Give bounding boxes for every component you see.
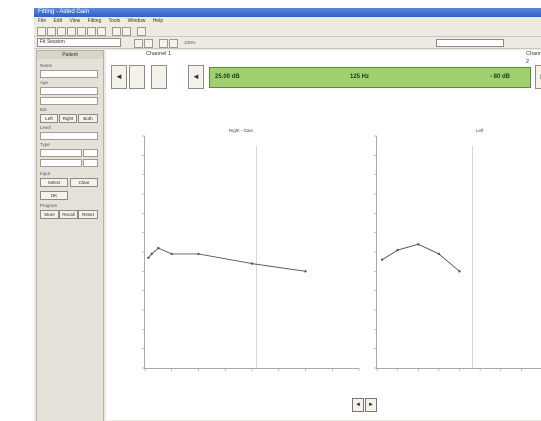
main-toolbar [34, 25, 541, 37]
data-point [437, 252, 441, 256]
data-point [417, 243, 420, 246]
recall-button[interactable]: Recall [59, 210, 78, 219]
left-button[interactable]: Left [40, 114, 58, 123]
plot-2-title: Left [476, 128, 484, 133]
zoom-in-icon[interactable] [134, 39, 143, 48]
fitting-area: Channel 1 Channel 2 ◄ ◄ ► 25.00 dB 125 H… [106, 50, 541, 420]
new-icon[interactable] [37, 27, 46, 36]
channel-up-button[interactable] [151, 65, 167, 89]
label-input: Input [40, 171, 51, 176]
data-point [380, 258, 384, 261]
chart-icon[interactable] [159, 39, 168, 48]
type-field[interactable] [40, 149, 82, 157]
label-level: Level [40, 125, 51, 130]
redo-icon[interactable] [122, 27, 131, 36]
copy-icon[interactable] [87, 27, 96, 36]
data-point [170, 252, 173, 256]
display-left-value: 25.00 dB [215, 74, 240, 80]
window-title: Fitting - Aided Gain [34, 8, 541, 17]
name-field[interactable] [40, 70, 98, 78]
data-point [458, 270, 461, 273]
prev-channel-button[interactable]: ◄ [111, 65, 127, 89]
plot-1-svg [142, 135, 360, 371]
data-point [150, 252, 153, 256]
session-combo[interactable]: Fit Session [37, 38, 121, 47]
prev-band-button[interactable]: ◄ [188, 65, 204, 89]
gain-plot-1[interactable] [142, 135, 360, 371]
paste-icon[interactable] [97, 27, 106, 36]
secondary-toolbar: Fit Session 100% [34, 36, 541, 49]
menu-bar: File Edit View Fitting Tools Window Help [34, 17, 541, 25]
data-point [147, 256, 150, 259]
type-spinner[interactable] [83, 149, 98, 157]
data-point [197, 252, 200, 256]
open-icon[interactable] [47, 27, 56, 36]
data-point [396, 248, 399, 252]
right-button[interactable]: Right [59, 114, 77, 123]
clear-button[interactable]: Clear [70, 178, 98, 187]
next-band-button[interactable]: ► [535, 65, 541, 89]
save-icon[interactable] [57, 27, 66, 36]
label-name: Name [40, 63, 53, 68]
menu-tools[interactable]: Tools [108, 18, 121, 24]
type-field-2[interactable] [40, 159, 82, 167]
plot-2-svg [374, 135, 522, 371]
label-type: Type [40, 142, 50, 147]
both-button[interactable]: Both [78, 114, 98, 123]
series-line [381, 243, 460, 272]
select-button[interactable]: Select [40, 178, 68, 187]
ok-button[interactable]: OK [40, 191, 68, 200]
panel-header: Patient [37, 51, 103, 59]
cut-icon[interactable] [77, 27, 86, 36]
channel-down-button[interactable] [129, 65, 145, 89]
label-ear: Ear [40, 107, 48, 112]
page-next-button[interactable]: ► [365, 398, 377, 412]
data-point [304, 270, 307, 273]
data-point [157, 246, 160, 250]
age-field[interactable] [40, 87, 98, 95]
table-icon[interactable] [169, 39, 178, 48]
reset-button[interactable]: Reset [78, 210, 98, 219]
display-center-value: 125 Hz [350, 74, 370, 80]
menu-edit[interactable]: Edit [53, 18, 63, 24]
menu-fitting[interactable]: Fitting [87, 18, 102, 24]
help-icon[interactable] [137, 27, 146, 36]
menu-help[interactable]: Help [152, 18, 164, 24]
menu-file[interactable]: File [38, 18, 47, 24]
type-spinner-2[interactable] [83, 159, 98, 167]
label-age: Age [40, 80, 49, 85]
page-prev-button[interactable]: ◄ [352, 398, 364, 412]
zoom-label: 100% [184, 40, 196, 45]
age-field-2[interactable] [40, 97, 98, 105]
menu-window[interactable]: Window [127, 18, 146, 24]
channel-2-header: Channel 2 [526, 51, 541, 65]
gain-plot-2[interactable] [374, 135, 541, 371]
menu-view[interactable]: View [69, 18, 81, 24]
app-window: Fitting - Aided Gain File Edit View Fitt… [34, 8, 541, 421]
level-field[interactable] [40, 132, 98, 140]
zoom-out-icon[interactable] [144, 39, 153, 48]
plot-1-title: Right - Gain [229, 128, 254, 133]
print-icon[interactable] [67, 27, 76, 36]
undo-icon[interactable] [112, 27, 121, 36]
data-point [250, 262, 254, 265]
display-right-value: - 80 dB [490, 74, 511, 80]
series-line [148, 247, 306, 272]
label-program: Program [40, 203, 58, 208]
store-button[interactable]: Store [40, 210, 59, 219]
channel-1-header: Channel 1 [146, 51, 172, 57]
value-display: 25.00 dB 125 Hz - 80 dB [209, 67, 531, 88]
view-combo[interactable] [436, 39, 504, 47]
patient-panel: Patient Name Age Ear Left Right Both Lev… [36, 50, 104, 421]
